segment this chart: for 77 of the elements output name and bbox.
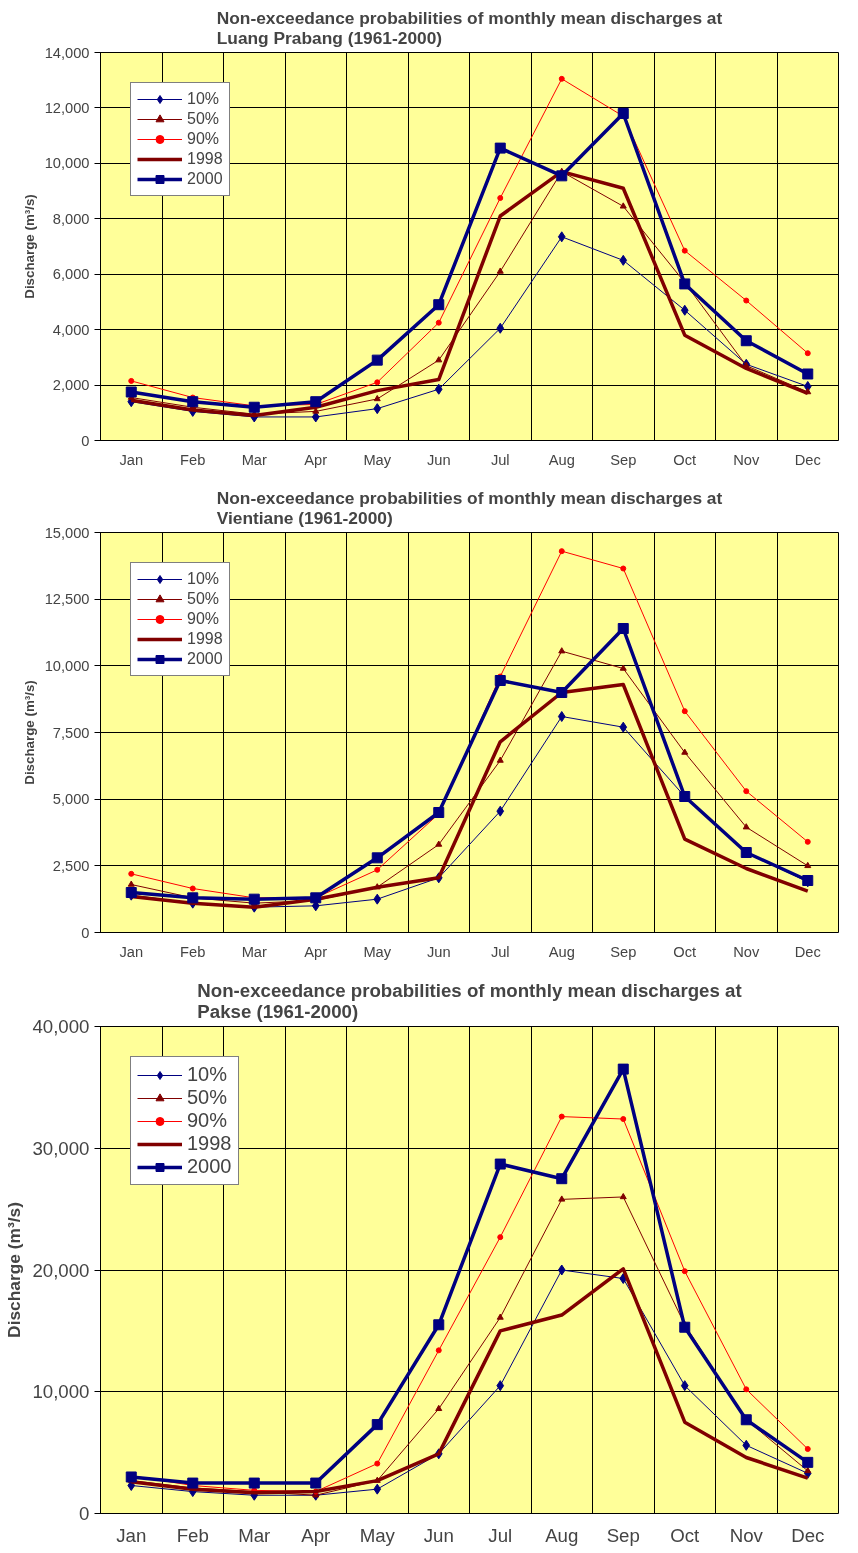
x-tick-label: Mar <box>238 1524 271 1546</box>
y-tick-label: 12,500 <box>44 591 90 608</box>
x-tick-label: Mar <box>241 943 267 960</box>
y-tick-label: 5,000 <box>52 791 90 808</box>
x-tick-label: Dec <box>791 1524 825 1546</box>
legend-label: 10% <box>187 1063 228 1086</box>
x-tick-label: Apr <box>304 943 328 960</box>
y-tick-label: 10,000 <box>44 155 90 172</box>
x-tick-label: Oct <box>673 943 697 960</box>
x-tick-label: Jul <box>488 1524 513 1546</box>
x-tick-label: Oct <box>673 451 697 468</box>
y-tick-label: 8,000 <box>52 210 90 227</box>
x-tick-label: Jan <box>119 451 144 468</box>
x-tick-label: Jul <box>490 943 510 960</box>
x-tick-label: Apr <box>304 451 328 468</box>
y-tick-label: 12,000 <box>44 99 90 116</box>
x-tick-label: Nov <box>733 451 760 468</box>
x-tick-label: Jan <box>119 943 144 960</box>
y-tick-label: 30,000 <box>32 1137 90 1159</box>
chart-title: Non-exceedance probabilities of monthly mean discharges at Pakse (1961-2000) <box>197 979 742 1022</box>
y-tick-label: 20,000 <box>32 1259 90 1281</box>
x-tick-label: Feb <box>176 1524 209 1546</box>
y-tick-label: 0 <box>79 1503 90 1524</box>
legend-label: 90% <box>187 610 220 628</box>
legend-label: 50% <box>187 590 220 608</box>
legend-label: 2000 <box>187 650 223 668</box>
x-tick-label: Sep <box>606 1524 640 1546</box>
x-tick-label: Sep <box>610 451 637 468</box>
x-tick-label: Aug <box>548 943 575 960</box>
legend-label: 10% <box>187 570 220 588</box>
y-tick-label: 15,000 <box>44 524 90 541</box>
legend-label: 1998 <box>187 150 223 168</box>
x-tick-label: Jul <box>490 451 510 468</box>
x-tick-label: Nov <box>729 1524 764 1546</box>
y-tick-label: 0 <box>81 924 90 941</box>
x-tick-label: May <box>359 1524 396 1546</box>
x-tick-label: Jun <box>423 1524 454 1546</box>
y-tick-label: 0 <box>81 432 90 449</box>
x-tick-label: Aug <box>548 451 575 468</box>
x-tick-label: Feb <box>180 943 206 960</box>
chart-title: Non-exceedance probabilities of monthly mean discharges at Vientiane (1961-2000) <box>216 487 723 528</box>
x-tick-label: Dec <box>794 943 821 960</box>
x-tick-label: Jan <box>116 1524 147 1546</box>
y-axis-title: Discharge (m³/s) <box>21 194 37 299</box>
x-tick-label: May <box>363 943 392 960</box>
x-tick-label: Dec <box>794 451 821 468</box>
y-tick-label: 2,000 <box>52 377 90 394</box>
y-axis-title: Discharge (m³/s) <box>4 1202 25 1338</box>
x-tick-label: Jun <box>426 943 451 960</box>
y-tick-label: 2,500 <box>52 857 90 874</box>
legend-label: 1998 <box>187 630 223 648</box>
legend-label: 10% <box>187 90 220 108</box>
x-tick-label: Aug <box>545 1524 579 1546</box>
x-tick-label: Mar <box>241 451 267 468</box>
y-tick-label: 10,000 <box>32 1381 90 1403</box>
y-tick-label: 7,500 <box>52 724 90 741</box>
x-tick-label: Feb <box>180 451 206 468</box>
chart-title: Non-exceedance probabilities of monthly mean discharges at Luang Prabang (1961-2000) <box>216 7 723 48</box>
legend-label: 2000 <box>187 170 223 188</box>
x-tick-label: Sep <box>610 943 637 960</box>
x-tick-label: May <box>363 451 392 468</box>
legend-label: 50% <box>187 1086 228 1109</box>
y-tick-label: 40,000 <box>32 1016 90 1037</box>
y-tick-label: 4,000 <box>52 321 90 338</box>
legend-label: 1998 <box>187 1132 232 1155</box>
y-tick-label: 6,000 <box>52 266 90 283</box>
x-tick-label: Apr <box>301 1524 331 1546</box>
legend-label: 90% <box>187 1109 228 1132</box>
legend-label: 2000 <box>187 1155 232 1178</box>
legend-label: 50% <box>187 110 220 128</box>
x-tick-label: Oct <box>670 1524 701 1546</box>
y-tick-label: 10,000 <box>44 657 90 674</box>
y-axis-title: Discharge (m³/s) <box>21 680 37 785</box>
legend-label: 90% <box>187 130 220 148</box>
x-tick-label: Jun <box>426 451 451 468</box>
x-tick-label: Nov <box>733 943 760 960</box>
y-tick-label: 14,000 <box>44 44 90 61</box>
